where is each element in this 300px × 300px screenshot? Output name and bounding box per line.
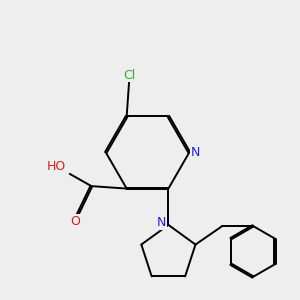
Text: N: N [157, 216, 166, 229]
Text: HO: HO [46, 160, 66, 173]
Text: N: N [190, 146, 200, 159]
Text: O: O [71, 215, 81, 228]
Text: Cl: Cl [123, 69, 135, 82]
